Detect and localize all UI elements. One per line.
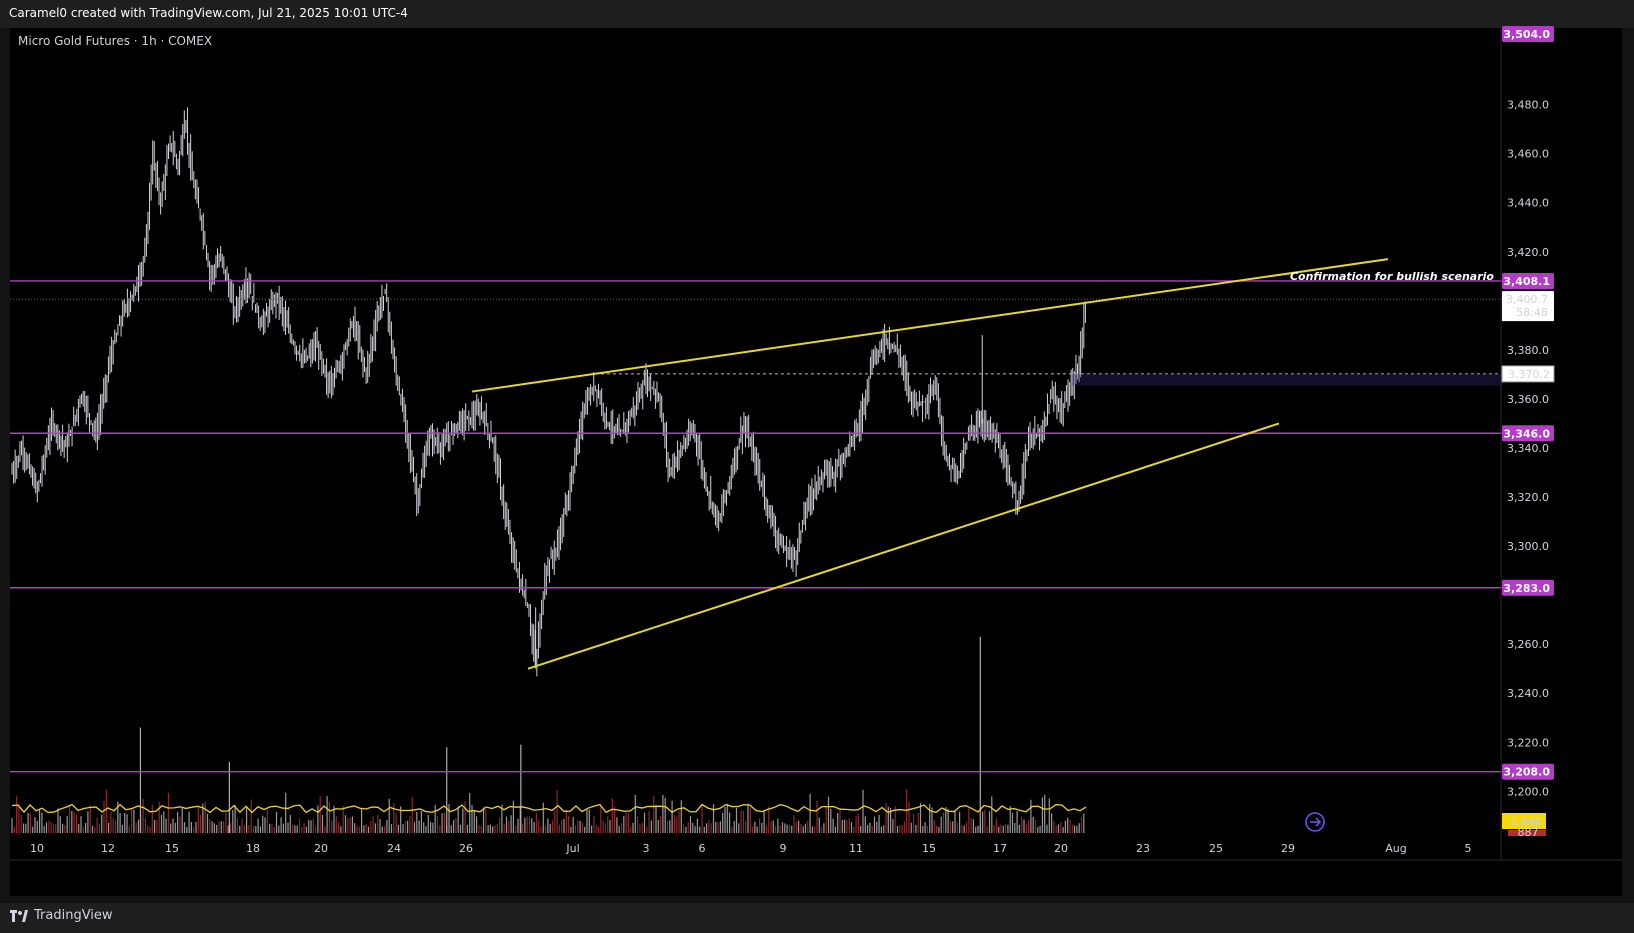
y-tick-3: 3,420.0 [1507,246,1549,259]
y-tick-4: 3,380.0 [1507,344,1549,357]
y-tick-8: 3,300.0 [1507,540,1549,553]
current-price-label: 3,400.7 [1506,293,1548,306]
tradingview-icon [10,909,28,922]
header-bar: Caramel0 created with TradingView.com, J… [0,0,1634,28]
countdown-label: 58:48 [1516,306,1548,319]
footer-bar [0,903,1634,933]
level-badge-0 [1502,272,1554,289]
y-tick-6: 3,340.0 [1507,442,1549,455]
goto-realtime-icon[interactable] [1305,812,1325,832]
y-tick-0: 3,480.0 [1507,99,1549,112]
volume-badge [1502,813,1546,829]
x-tick-12: 15 [922,842,936,855]
top-price-label: 3,504.0 [1503,28,1550,41]
lower-trendline [527,422,1280,670]
time-axis: 10 12 15 18 20 24 26 Jul 3 6 9 11 15 17 20 23 25 29 Aug 5 [30,842,1472,855]
x-tick-8: 3 [643,842,650,855]
y-tick-7: 3,320.0 [1507,491,1549,504]
volume-label: 5.84K [1510,815,1542,828]
x-tick-5: 24 [387,842,401,855]
y-tick-12: 3,200.0 [1507,785,1549,798]
x-tick-11: 11 [849,842,863,855]
level-label-0: 3,408.1 [1503,275,1550,288]
symbol-label: Micro Gold Futures · 1h · COMEX [18,34,213,48]
x-tick-17: 29 [1281,842,1295,855]
x-tick-16: 25 [1209,842,1223,855]
level-badge-2 [1502,579,1554,596]
x-tick-9: 6 [699,842,706,855]
level-badge-3 [1502,763,1554,780]
x-tick-15: 23 [1136,842,1150,855]
upper-trendline [471,258,1389,393]
y-tick-10: 3,240.0 [1507,687,1549,700]
level-label-2: 3,283.0 [1503,582,1550,595]
level-label-3: 3,208.0 [1503,766,1550,779]
level-label-1: 3,346.0 [1503,427,1550,440]
y-tick-2: 3,440.0 [1507,197,1549,210]
dashed-level-label: 3,370.2 [1508,368,1550,381]
dashed-level-badge [1501,365,1555,383]
price-axis: 3,480.0 3,460.0 3,440.0 3,420.0 3,380.0 3,360… [10,28,1622,861]
tradingview-logo: TradingView [10,908,113,923]
annotation-text: Confirmation for bullish scenario [1290,270,1494,283]
x-tick-6: 26 [459,842,473,855]
brand-label: TradingView [34,908,113,923]
x-tick-3: 18 [246,842,260,855]
x-tick-10: 9 [780,842,787,855]
x-tick-1: 12 [101,842,115,855]
x-tick-0: 10 [30,842,44,855]
y-tick-1: 3,460.0 [1507,148,1549,161]
price-bars [11,107,1086,677]
trend-lines [471,258,1389,670]
x-tick-18: Aug [1385,842,1406,855]
y-tick-5: 3,360.0 [1507,393,1549,406]
current-price-badge [1502,291,1554,322]
x-tick-19: 5 [1465,842,1472,855]
volume-layer [11,636,1087,833]
top-price-badge [1502,26,1554,42]
position-zone [1072,373,1502,386]
x-tick-7: Jul [565,842,579,855]
header-title: Caramel0 created with TradingView.com, J… [9,6,408,20]
x-tick-13: 17 [993,842,1007,855]
volume-ma-line [11,803,1087,814]
y-tick-9: 3,260.0 [1507,638,1549,651]
x-tick-4: 20 [314,842,328,855]
level-badge-1 [1502,425,1554,442]
y-tick-11: 3,220.0 [1507,736,1549,749]
x-tick-14: 20 [1054,842,1068,855]
horizontal-levels: 3,408.1 3,346.0 3,283.0 3,208.0 3,504.0 3,370… [10,26,1555,780]
x-tick-2: 15 [165,842,179,855]
chart-area[interactable] [10,28,1622,896]
volume-overflow-badge [1508,830,1546,836]
volume-overflow-label: 887 [1518,826,1539,839]
